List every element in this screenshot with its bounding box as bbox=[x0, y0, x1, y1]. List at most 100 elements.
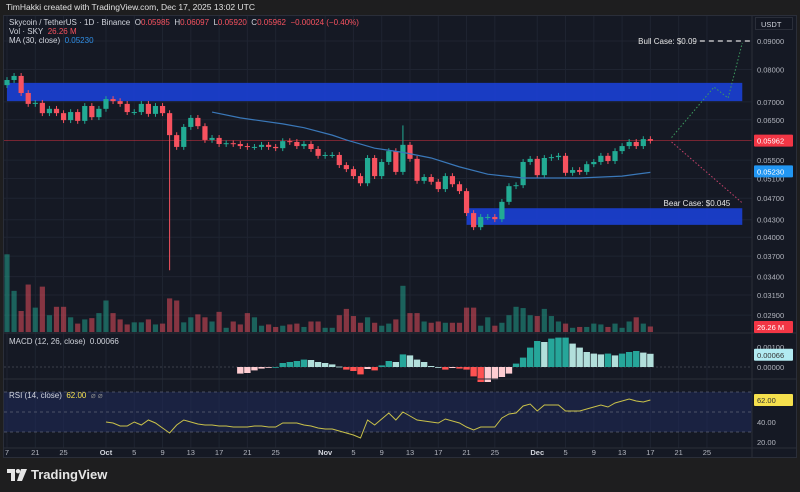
low-value: 0.05920 bbox=[217, 18, 247, 27]
volume-bar bbox=[456, 322, 463, 332]
ma-legend[interactable]: MA (30, close) 0.05230 bbox=[9, 36, 94, 45]
volume-bar bbox=[39, 286, 45, 332]
candle-body bbox=[570, 170, 576, 173]
candle-body bbox=[647, 139, 653, 141]
candle-body bbox=[244, 146, 250, 148]
volume-bar bbox=[541, 308, 547, 332]
date-axis-label: 13 bbox=[187, 448, 195, 457]
date-axis-label: 5 bbox=[132, 448, 136, 457]
rsi-value: 62.00 bbox=[66, 391, 87, 400]
ma-value: 0.05230 bbox=[64, 36, 94, 45]
price-axis-label: 0.07000 bbox=[757, 98, 784, 107]
macd-histogram-bar bbox=[237, 367, 244, 374]
candle-body bbox=[167, 113, 173, 136]
candle-body bbox=[435, 181, 441, 190]
candle-body bbox=[364, 157, 371, 184]
macd-histogram-bar bbox=[576, 347, 583, 367]
macd-histogram-bar bbox=[406, 355, 414, 367]
candle-body bbox=[527, 158, 533, 162]
candle-body bbox=[456, 184, 463, 192]
volume-bar bbox=[322, 327, 328, 332]
date-axis-label: 13 bbox=[406, 448, 414, 457]
candle-body bbox=[357, 176, 364, 184]
currency-selector[interactable]: USDT bbox=[755, 17, 793, 30]
volume-bar bbox=[605, 326, 611, 332]
candle-body bbox=[181, 126, 187, 147]
date-axis-label: 17 bbox=[215, 448, 223, 457]
price-axis-label: 0.05100 bbox=[757, 174, 784, 183]
volume-bar bbox=[591, 323, 597, 332]
high-label: H bbox=[174, 18, 181, 27]
candle-body bbox=[372, 157, 378, 177]
candle-body bbox=[273, 146, 279, 149]
macd-histogram-bar bbox=[449, 367, 456, 368]
candle-body bbox=[548, 157, 554, 159]
macd-histogram-bar bbox=[329, 364, 336, 367]
volume-bar bbox=[364, 317, 371, 332]
candle-body bbox=[478, 216, 484, 228]
high-value: 0.06097 bbox=[180, 18, 210, 27]
volume-bar bbox=[294, 323, 300, 332]
volume-legend[interactable]: Vol · SKY 26.26 M bbox=[9, 27, 77, 36]
date-axis-label: 17 bbox=[434, 448, 442, 457]
candle-body bbox=[82, 106, 88, 121]
plot-area bbox=[4, 16, 752, 448]
macd-histogram-bar bbox=[378, 365, 385, 367]
date-axis-label: 5 bbox=[351, 448, 355, 457]
candle-body bbox=[103, 99, 109, 109]
macd-histogram-bar bbox=[640, 352, 647, 367]
tradingview-logo[interactable]: TradingView bbox=[7, 467, 107, 482]
bear-case-label: Bear Case: $0.045 bbox=[664, 199, 731, 208]
candle-body bbox=[598, 155, 604, 162]
volume-bar bbox=[209, 321, 215, 332]
candle-body bbox=[499, 201, 505, 220]
bear-case-path bbox=[671, 141, 743, 204]
candle-body bbox=[463, 191, 470, 214]
macd-histogram-bar bbox=[583, 352, 590, 367]
date-axis-label: 21 bbox=[674, 448, 682, 457]
candle-body bbox=[11, 75, 17, 81]
candle-body bbox=[287, 141, 293, 143]
price-axis-label: 0.04300 bbox=[757, 216, 784, 225]
volume-bar bbox=[68, 317, 74, 332]
candle-body bbox=[117, 101, 123, 104]
volume-bar bbox=[393, 319, 399, 332]
volume-bar bbox=[407, 313, 413, 332]
candle-body bbox=[386, 151, 392, 162]
macd-histogram-bar bbox=[569, 343, 576, 367]
date-axis-label: 21 bbox=[31, 448, 39, 457]
volume-bar bbox=[258, 325, 265, 332]
price-axis-label: 0.05500 bbox=[757, 156, 784, 165]
ma-label: MA (30, close) bbox=[9, 36, 61, 45]
volume-bar bbox=[230, 321, 236, 332]
macd-legend[interactable]: MACD (12, 26, close) 0.00066 bbox=[9, 337, 119, 346]
close-label: C bbox=[251, 18, 258, 27]
macd-histogram-bar bbox=[647, 353, 654, 367]
volume-bar bbox=[647, 326, 653, 332]
volume-bar bbox=[4, 254, 10, 332]
macd-histogram-bar bbox=[385, 361, 392, 367]
volume-bar bbox=[280, 325, 286, 332]
tradingview-logo-icon bbox=[7, 468, 27, 481]
macd-histogram-bar bbox=[463, 367, 470, 370]
symbol-name[interactable]: Skycoin / TetherUS · 1D · Binance bbox=[9, 18, 131, 27]
last-price-badge: 0.05962 bbox=[757, 137, 784, 146]
candle-body bbox=[315, 149, 321, 156]
macd-badge-bg bbox=[754, 348, 793, 361]
candle-body bbox=[32, 102, 38, 104]
macd-histogram-bar bbox=[519, 357, 527, 367]
footer: TradingView bbox=[0, 459, 800, 492]
macd-histogram-bar bbox=[625, 352, 633, 367]
volume-bar bbox=[577, 326, 583, 332]
low-label: L bbox=[213, 18, 218, 27]
volume-bar bbox=[138, 322, 144, 332]
rsi-legend[interactable]: RSI (14, close) 62.00 ⌀ ⌀ bbox=[9, 391, 103, 400]
ma30-line bbox=[211, 111, 651, 179]
volume-bar bbox=[570, 327, 576, 332]
macd-histogram-bar bbox=[548, 338, 555, 367]
volume-bar bbox=[612, 323, 618, 332]
price-axis-label: 0.04000 bbox=[757, 233, 784, 242]
volume-bar bbox=[167, 298, 173, 332]
macd-histogram-bar bbox=[512, 363, 520, 367]
